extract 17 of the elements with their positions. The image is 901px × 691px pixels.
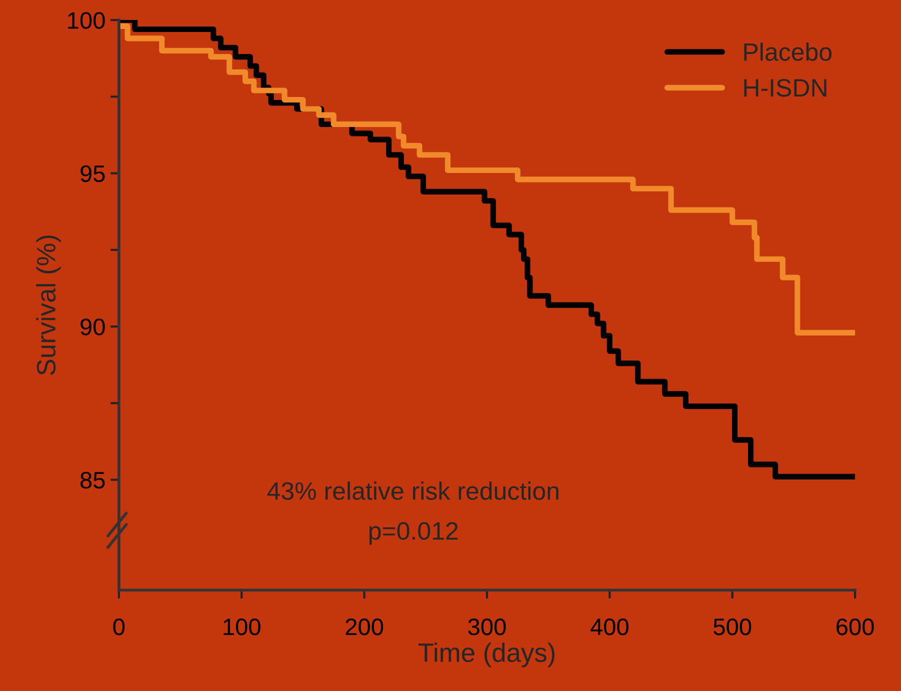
x-tick-label: 400 — [590, 618, 628, 636]
y-tick-label: 100 — [68, 12, 105, 29]
annotation: p=0.012 — [369, 522, 458, 545]
x-tick-label: 100 — [224, 618, 260, 636]
x-tick-label: 200 — [346, 618, 384, 636]
legend-label: Placebo — [744, 42, 832, 61]
legend-label: H-ISDN — [744, 79, 826, 97]
y-axis-title: Survival (%) — [36, 236, 61, 375]
x-tick-label: 600 — [836, 618, 874, 636]
x-axis-title: Time (days) — [418, 642, 555, 668]
x-tick-label: 0 — [113, 618, 125, 636]
y-tick-label: 90 — [80, 318, 105, 336]
annotation: 43% relative risk reduction — [267, 482, 558, 500]
y-tick-label: 85 — [80, 472, 105, 489]
x-tick-label: 300 — [468, 618, 506, 636]
y-tick-label: 95 — [80, 165, 105, 182]
x-tick-label: 500 — [714, 618, 752, 636]
